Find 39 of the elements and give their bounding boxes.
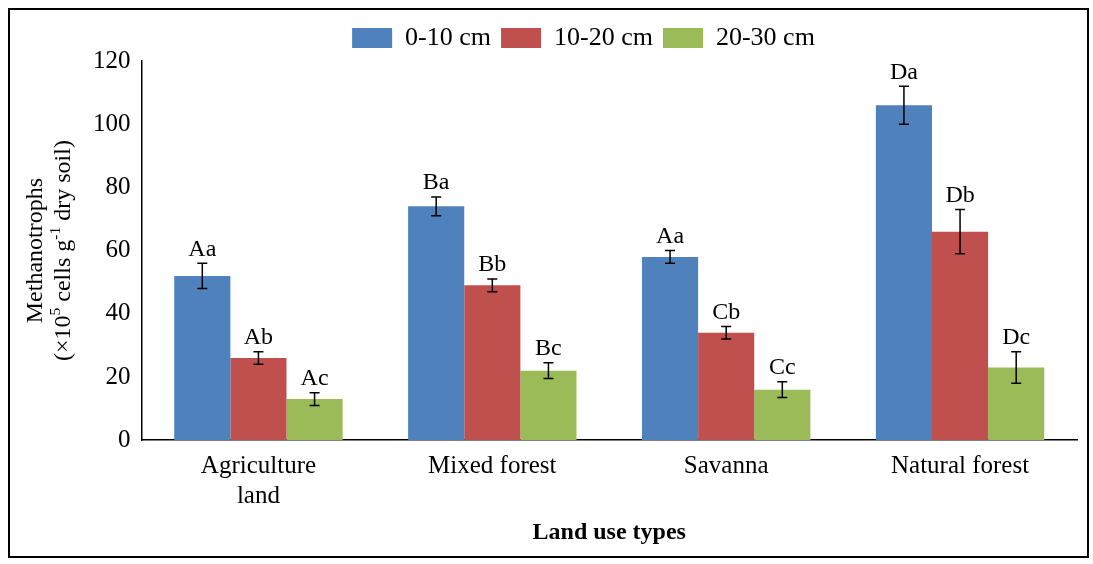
legend-label: 0-10 cm: [405, 21, 492, 51]
legend-label: 10-20 cm: [554, 21, 653, 51]
bar: [408, 206, 465, 441]
data-label: Db: [945, 180, 975, 207]
y-tick-label: 40: [105, 298, 131, 326]
x-tick-label: Agriculture land: [200, 450, 317, 508]
data-label: Aa: [656, 221, 685, 248]
x-tick-label: Savanna: [683, 450, 769, 478]
bar: [286, 399, 343, 441]
data-label: Dc: [1002, 323, 1031, 350]
bar: [641, 256, 699, 441]
x-tick-label: Natural forest: [890, 450, 1030, 478]
bar: [174, 275, 231, 441]
data-label: Cb: [712, 297, 741, 324]
bar: [464, 285, 521, 441]
legend-label: 20-30 cm: [715, 21, 815, 51]
bar: [754, 389, 811, 441]
bar: [988, 367, 1045, 441]
data-label: Ac: [300, 364, 329, 391]
bar: [698, 332, 755, 441]
y-tick-label: 100: [93, 108, 131, 136]
data-label: Cc: [768, 353, 796, 380]
y-tick-label: 0: [118, 424, 131, 452]
data-label: Ab: [243, 323, 274, 350]
x-axis-title: Land use types: [532, 517, 686, 544]
data-label: Aa: [188, 234, 217, 261]
data-label: Da: [889, 57, 919, 84]
data-label: Bb: [478, 250, 507, 277]
y-tick-label: 120: [93, 45, 131, 73]
bar: [230, 358, 287, 441]
data-label: Ba: [422, 168, 450, 195]
x-tick-label: Mixed forest: [428, 450, 557, 478]
y-tick-label: 20: [105, 361, 131, 389]
bar: [875, 105, 932, 441]
data-label: Bc: [535, 334, 562, 361]
bar: [932, 231, 989, 441]
bar: [520, 370, 577, 441]
y-tick-label: 80: [105, 171, 131, 199]
y-tick-label: 60: [105, 235, 131, 263]
